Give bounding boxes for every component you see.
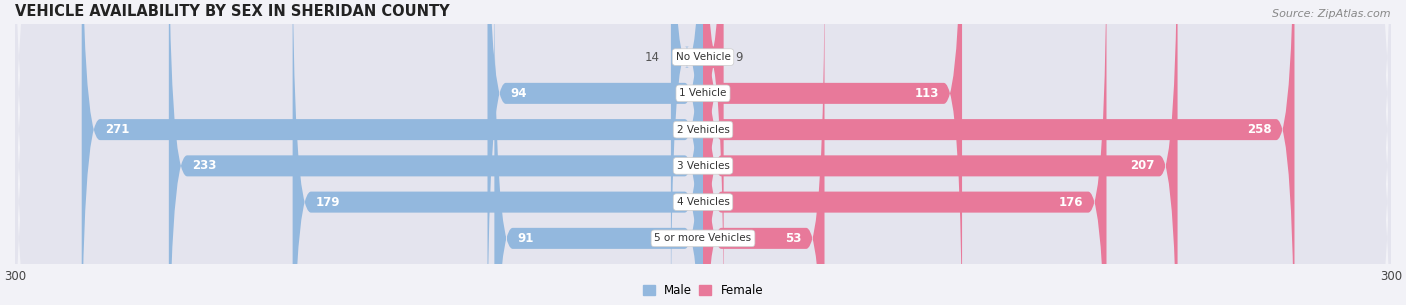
FancyBboxPatch shape xyxy=(703,0,962,305)
Text: 3 Vehicles: 3 Vehicles xyxy=(676,161,730,171)
Text: VEHICLE AVAILABILITY BY SEX IN SHERIDAN COUNTY: VEHICLE AVAILABILITY BY SEX IN SHERIDAN … xyxy=(15,4,450,19)
FancyBboxPatch shape xyxy=(703,0,824,305)
Text: 5 or more Vehicles: 5 or more Vehicles xyxy=(654,233,752,243)
FancyBboxPatch shape xyxy=(13,0,1393,305)
Text: No Vehicle: No Vehicle xyxy=(675,52,731,62)
FancyBboxPatch shape xyxy=(13,0,1393,305)
Text: 1 Vehicle: 1 Vehicle xyxy=(679,88,727,99)
Legend: Male, Female: Male, Female xyxy=(638,279,768,302)
Text: 271: 271 xyxy=(104,123,129,136)
Text: 53: 53 xyxy=(785,232,801,245)
FancyBboxPatch shape xyxy=(13,0,1393,305)
Text: Source: ZipAtlas.com: Source: ZipAtlas.com xyxy=(1272,9,1391,19)
FancyBboxPatch shape xyxy=(495,0,703,305)
Text: 179: 179 xyxy=(315,196,340,209)
FancyBboxPatch shape xyxy=(703,0,1178,305)
Text: 207: 207 xyxy=(1130,160,1154,172)
FancyBboxPatch shape xyxy=(13,0,1393,305)
FancyBboxPatch shape xyxy=(13,0,1393,305)
Text: 233: 233 xyxy=(191,160,217,172)
FancyBboxPatch shape xyxy=(703,0,1107,305)
Text: 4 Vehicles: 4 Vehicles xyxy=(676,197,730,207)
Text: 176: 176 xyxy=(1059,196,1084,209)
FancyBboxPatch shape xyxy=(169,0,703,305)
Text: 14: 14 xyxy=(644,51,659,64)
FancyBboxPatch shape xyxy=(488,0,703,305)
FancyBboxPatch shape xyxy=(671,0,703,305)
Text: 113: 113 xyxy=(915,87,939,100)
FancyBboxPatch shape xyxy=(703,0,1295,305)
Text: 91: 91 xyxy=(517,232,534,245)
FancyBboxPatch shape xyxy=(82,0,703,305)
FancyBboxPatch shape xyxy=(13,0,1393,305)
Text: 2 Vehicles: 2 Vehicles xyxy=(676,125,730,135)
FancyBboxPatch shape xyxy=(292,0,703,305)
FancyBboxPatch shape xyxy=(703,0,724,305)
Text: 258: 258 xyxy=(1247,123,1271,136)
Text: 9: 9 xyxy=(735,51,742,64)
Text: 94: 94 xyxy=(510,87,527,100)
